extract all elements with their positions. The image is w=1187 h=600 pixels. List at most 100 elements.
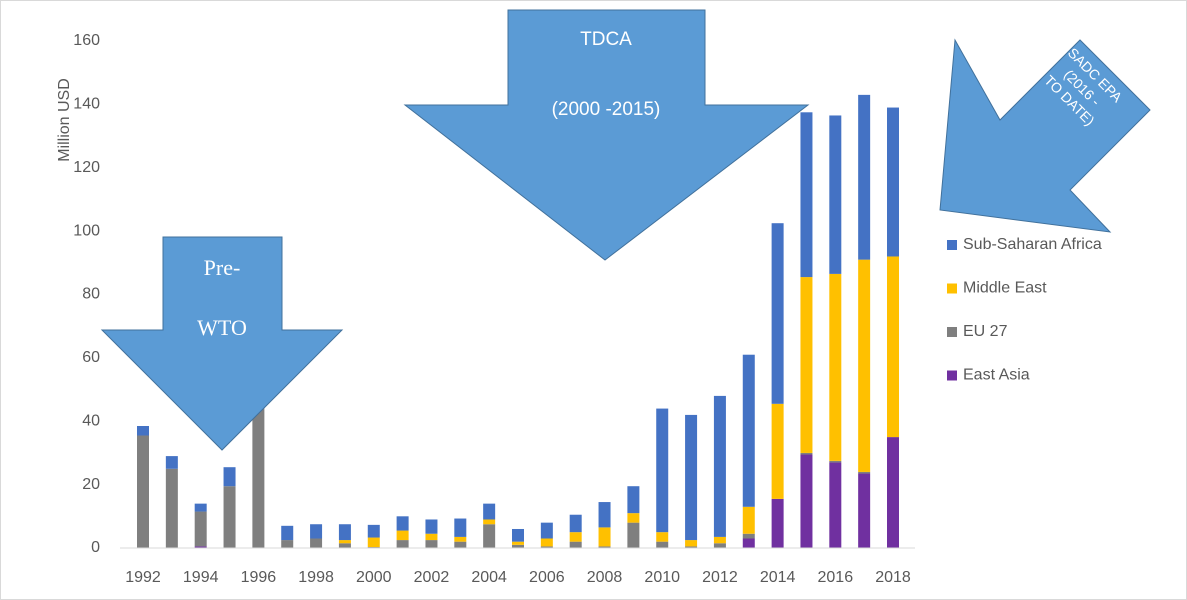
bar — [858, 471, 871, 474]
legend-label: East Asia — [963, 367, 1030, 384]
bar — [829, 460, 842, 463]
x-tick-label: 1994 — [183, 569, 219, 586]
bar — [771, 223, 784, 404]
bar — [858, 94, 871, 260]
bar — [483, 519, 496, 525]
bar — [281, 525, 294, 541]
bar — [713, 395, 726, 537]
bar — [771, 403, 784, 499]
bar — [685, 540, 698, 547]
bar — [194, 546, 207, 548]
bar — [310, 524, 323, 539]
bar — [887, 437, 899, 548]
sadc-arrow — [939, 38, 1151, 233]
y-axis-label: Million USD — [56, 78, 73, 162]
bar — [771, 498, 784, 548]
bar — [540, 522, 553, 539]
bar — [829, 115, 842, 274]
y-tick-label: 0 — [91, 539, 100, 556]
bar — [454, 518, 467, 537]
bar — [483, 503, 496, 520]
y-tick-label: 80 — [82, 286, 100, 303]
bar — [396, 540, 409, 548]
bar — [800, 277, 813, 453]
bar — [540, 546, 553, 548]
x-tick-label: 2016 — [818, 569, 854, 586]
x-tick-label: 2008 — [587, 569, 623, 586]
bar — [887, 256, 899, 438]
pre-wto-arrow — [100, 236, 344, 451]
legend-swatch — [947, 327, 957, 337]
bar — [598, 546, 611, 548]
legend-label: EU 27 — [963, 323, 1008, 340]
x-tick-label: 2004 — [471, 569, 507, 586]
y-tick-label: 20 — [82, 476, 100, 493]
bar — [425, 533, 438, 541]
legend-swatch — [947, 283, 957, 294]
bar — [829, 462, 842, 548]
x-tick-label: 2014 — [760, 569, 796, 586]
bar — [800, 112, 813, 278]
bar — [454, 536, 467, 542]
bar — [281, 540, 294, 548]
bar — [540, 538, 553, 547]
bar — [742, 506, 755, 534]
x-tick-label: 2002 — [414, 569, 450, 586]
legend-swatch — [947, 370, 957, 381]
bar — [569, 514, 582, 533]
bar — [742, 354, 755, 507]
y-tick-label: 60 — [82, 349, 100, 366]
y-tick-label: 160 — [73, 32, 100, 49]
bar — [338, 540, 351, 544]
bar — [512, 544, 524, 548]
bar — [512, 528, 524, 542]
bar — [396, 516, 409, 531]
bar — [800, 454, 813, 548]
tdca-arrow — [403, 9, 810, 261]
bar — [367, 537, 380, 548]
bar — [627, 486, 640, 514]
bar — [569, 541, 582, 548]
bar — [598, 527, 611, 547]
bar — [742, 533, 755, 539]
x-tick-label: 2006 — [529, 569, 565, 586]
bar — [454, 541, 467, 548]
bar — [512, 541, 524, 545]
x-tick-label: 2012 — [702, 569, 738, 586]
bar — [858, 473, 871, 548]
annotation: (2000 -2015) — [552, 99, 661, 120]
bar — [338, 524, 351, 541]
bar — [425, 519, 438, 534]
bar — [713, 543, 726, 548]
bar — [800, 452, 813, 455]
bar — [367, 524, 380, 538]
bar — [713, 536, 726, 544]
annotation: Pre- — [204, 255, 241, 280]
bar — [223, 486, 236, 548]
bar — [137, 435, 149, 548]
bar — [598, 502, 611, 528]
annotation: TDCA — [580, 29, 632, 50]
bar — [396, 530, 409, 541]
bar — [194, 511, 207, 547]
y-tick-label: 100 — [73, 222, 100, 239]
bar — [223, 467, 236, 487]
y-tick-label: 140 — [73, 96, 100, 113]
x-tick-label: 1998 — [298, 569, 334, 586]
bar — [742, 538, 755, 548]
legend-swatch — [947, 240, 957, 250]
x-tick-label: 2000 — [356, 569, 392, 586]
bar — [165, 468, 178, 548]
bar — [858, 259, 871, 472]
y-tick-label: 40 — [82, 412, 100, 429]
bar — [483, 524, 496, 548]
bar — [685, 414, 698, 541]
y-tick-label: 120 — [73, 159, 100, 176]
bar — [656, 532, 669, 542]
bar — [627, 522, 640, 548]
bar — [685, 546, 698, 548]
annotation: WTO — [197, 315, 247, 340]
bar — [829, 273, 842, 461]
x-tick-label: 1992 — [125, 569, 161, 586]
